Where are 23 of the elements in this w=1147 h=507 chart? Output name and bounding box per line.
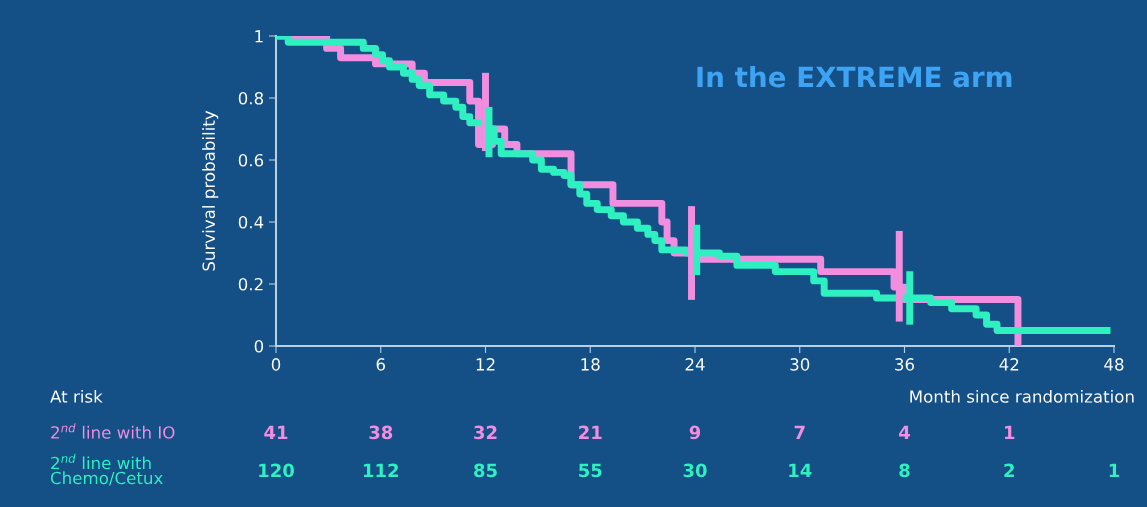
text: 2$^{nd}$ line with Chemo/Cetux (50, 453, 163, 486)
x-tick-label: 24 (685, 358, 705, 371)
text: At risk (50, 389, 103, 403)
y-tick-label: 0.2 (238, 277, 263, 291)
x-tick-label: 42 (999, 358, 1019, 371)
y-tick-label: 1 (255, 30, 263, 43)
x-tick-label: 0 (271, 358, 281, 371)
y-tick-label: 0 (254, 339, 264, 353)
text: 120 112 85 55 30 14 8 2 1 (259, 463, 1120, 478)
x-tick-label: 18 (581, 358, 600, 371)
y-axis-title: Survival probability (202, 110, 219, 271)
x-tick-label: 6 (376, 358, 385, 371)
x-tick-label: 12 (476, 358, 495, 371)
x-tick-label: 30 (790, 358, 810, 371)
x-tick-label: 48 (1104, 358, 1124, 371)
text: 2$^{nd}$ line with IO (51, 423, 175, 439)
y-tick-label: 0.6 (238, 153, 264, 167)
text: In the EXTREME arm (697, 65, 1012, 88)
x-tick-label: 36 (895, 358, 915, 371)
text: 41 38 32 21 9 7 4 1 (264, 425, 1015, 440)
y-tick-label: 0.4 (238, 215, 264, 229)
y-tick-label: 0.8 (238, 91, 264, 105)
x-axis-title: Month since randomization (910, 389, 1134, 403)
